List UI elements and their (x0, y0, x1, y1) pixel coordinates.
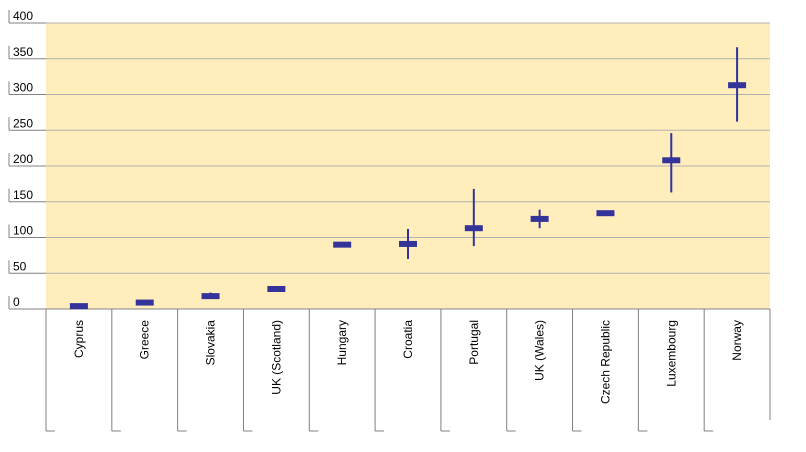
x-tick-label: Cyprus (72, 320, 86, 358)
y-tick-label: 50 (13, 259, 27, 273)
value-marker (728, 82, 747, 89)
value-marker (69, 303, 88, 310)
y-tick-label: 300 (13, 81, 33, 95)
x-tick-label: Luxembourg (664, 320, 678, 387)
x-tick-label: UK (Wales) (533, 320, 547, 381)
value-marker (662, 157, 681, 164)
value-marker (201, 293, 220, 300)
x-tick-label: Slovakia (204, 320, 218, 366)
x-tick-label: Portugal (467, 320, 481, 365)
y-tick-label: 0 (13, 295, 20, 309)
value-marker (267, 285, 286, 292)
y-tick-label: 100 (13, 224, 33, 238)
x-tick-label: Hungary (335, 320, 349, 365)
x-tick-label: Czech Republic (598, 320, 612, 404)
y-tick-label: 350 (13, 45, 33, 59)
value-marker (530, 215, 549, 222)
value-marker (399, 240, 417, 247)
value-marker (596, 210, 615, 217)
x-tick-label: Norway (730, 320, 744, 361)
y-axis: 0 50 100 150 200 250 300 350 400 (8, 9, 46, 310)
y-tick-label: 150 (13, 188, 33, 202)
value-marker (464, 225, 483, 232)
value-marker (135, 299, 154, 306)
x-tick-label: UK (Scotland) (269, 320, 283, 395)
y-tick-label: 250 (13, 116, 33, 130)
y-tick-label: 200 (13, 152, 33, 166)
x-tick-label: Croatia (401, 320, 415, 359)
value-marker (333, 241, 352, 248)
y-tick-label: 400 (13, 9, 33, 23)
x-tick-label: Greece (138, 320, 152, 360)
x-axis: Cyprus Greece Slovakia UK (Scotland) Hungary… (45, 308, 771, 432)
data-marks (69, 47, 747, 310)
